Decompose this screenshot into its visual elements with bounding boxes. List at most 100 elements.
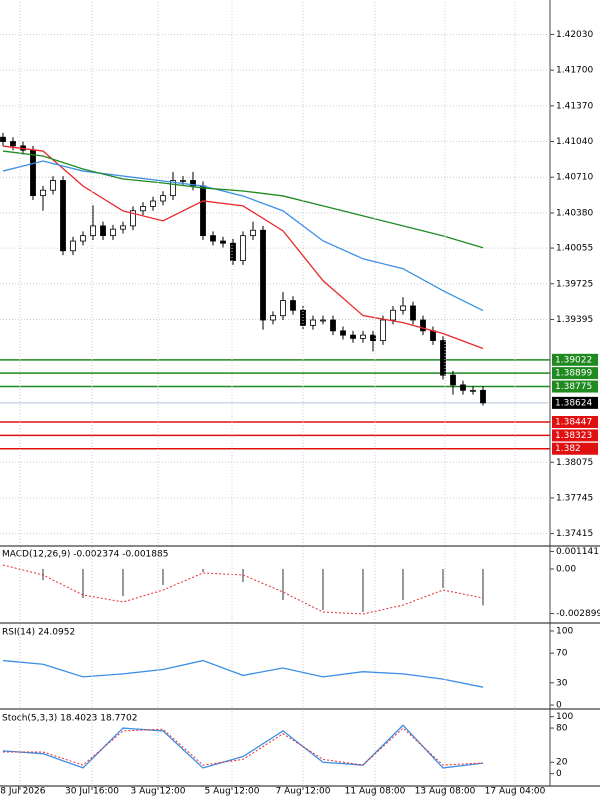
y-tick-label: 1.40710 bbox=[556, 173, 593, 183]
candle-body bbox=[360, 334, 366, 339]
level-label-box bbox=[552, 353, 598, 366]
macd-bar bbox=[282, 568, 284, 601]
indicator-title: MACD(12,26,9) -0.002374 -0.001885 bbox=[2, 550, 168, 560]
x-tick-label: 7 Aug 12:00 bbox=[276, 787, 331, 797]
y-tick-label: 0.00 bbox=[556, 564, 576, 574]
level-label-box bbox=[552, 416, 598, 429]
candle-body bbox=[180, 180, 186, 182]
y-tick-label: 1.37415 bbox=[556, 529, 593, 539]
candle-body bbox=[320, 319, 326, 322]
candle-body bbox=[330, 319, 336, 332]
candle-body bbox=[350, 334, 356, 339]
candle-body bbox=[240, 235, 246, 261]
candle-body bbox=[410, 305, 416, 321]
x-tick-label: 30 Jul 16:00 bbox=[65, 787, 119, 797]
y-tick-label: 1.38075 bbox=[556, 458, 593, 468]
y-tick-label: 1.41370 bbox=[556, 101, 593, 111]
y-tick-label: 1.37745 bbox=[556, 493, 593, 503]
candle-body bbox=[460, 384, 466, 391]
level-label-box bbox=[552, 442, 598, 455]
indicator-title: Stoch(5,3,3) 18.4023 18.7702 bbox=[2, 714, 137, 724]
candle-body bbox=[420, 319, 426, 332]
y-tick-label: 1.40055 bbox=[556, 244, 593, 254]
candle-body bbox=[290, 300, 296, 311]
candle-body bbox=[200, 185, 206, 237]
level-label: 1.38775 bbox=[555, 382, 592, 392]
candle-body bbox=[140, 206, 146, 212]
y-tick-label: -0.002899 bbox=[556, 609, 600, 619]
candle-body bbox=[60, 180, 66, 252]
candle-body bbox=[170, 180, 176, 197]
candle-body bbox=[480, 389, 486, 404]
indicator-title: RSI(14) 24.0952 bbox=[2, 628, 75, 638]
candle-body bbox=[130, 210, 136, 227]
candle-body bbox=[310, 319, 316, 326]
candle-body bbox=[370, 334, 376, 341]
macd-bar bbox=[482, 568, 484, 606]
y-tick-label: 1.41700 bbox=[556, 66, 593, 76]
y-tick-label: 1.39395 bbox=[556, 315, 593, 325]
candle-body bbox=[50, 180, 56, 191]
candle-body bbox=[110, 228, 116, 237]
macd-bar bbox=[202, 568, 204, 573]
candle-body bbox=[30, 149, 36, 197]
macd-bar bbox=[442, 568, 444, 589]
candle-body bbox=[190, 180, 196, 187]
candle-body bbox=[390, 309, 396, 321]
x-tick-label: 11 Aug 08:00 bbox=[345, 787, 406, 797]
macd-bar bbox=[122, 568, 124, 597]
level-label: 1.39022 bbox=[555, 355, 592, 365]
candle-body bbox=[280, 300, 286, 317]
candle-body bbox=[160, 195, 166, 202]
y-tick-label: 100 bbox=[556, 626, 573, 636]
level-label: 1.382 bbox=[555, 444, 581, 454]
candle-body bbox=[210, 235, 216, 242]
y-tick-label: 100 bbox=[556, 712, 573, 722]
candle-body bbox=[450, 374, 456, 386]
y-tick-label: 1.39725 bbox=[556, 279, 593, 289]
candle-body bbox=[430, 330, 436, 341]
y-tick-label: 0 bbox=[556, 769, 562, 779]
candle-body bbox=[120, 225, 126, 230]
level-label-box bbox=[552, 429, 598, 442]
x-tick-label: 13 Aug 08:00 bbox=[415, 787, 476, 797]
candle-body bbox=[340, 330, 346, 336]
y-tick-label: 0 bbox=[556, 701, 562, 711]
x-tick-label: 28 Jul 2026 bbox=[0, 787, 46, 797]
macd-bar bbox=[362, 568, 364, 613]
candle-body bbox=[440, 340, 446, 376]
indicator-line bbox=[2, 724, 484, 769]
level-label-box bbox=[552, 380, 598, 393]
indicator-line bbox=[2, 160, 484, 312]
candle-body bbox=[90, 225, 96, 237]
y-tick-label: 70 bbox=[556, 649, 568, 659]
candle-body bbox=[0, 136, 6, 142]
candle-body bbox=[400, 305, 406, 311]
macd-bar bbox=[162, 568, 164, 585]
y-tick-label: 20 bbox=[556, 758, 568, 768]
candle-body bbox=[40, 189, 46, 197]
indicator-line bbox=[2, 145, 484, 350]
x-tick-label: 17 Aug 04:00 bbox=[485, 787, 546, 797]
level-label: 1.38447 bbox=[555, 418, 592, 428]
candle-body bbox=[230, 242, 236, 261]
candle-body bbox=[150, 200, 156, 207]
y-tick-label: 1.41040 bbox=[556, 137, 593, 147]
candle-body bbox=[100, 225, 106, 237]
y-tick-label: 1.42030 bbox=[556, 30, 593, 40]
indicator-line bbox=[2, 564, 484, 615]
level-label: 1.38899 bbox=[555, 369, 592, 379]
current-price-box bbox=[552, 396, 598, 409]
candle-body bbox=[470, 389, 476, 392]
level-label-box bbox=[552, 367, 598, 380]
y-tick-label: 30 bbox=[556, 678, 568, 688]
candle-body bbox=[250, 229, 256, 237]
candle-body bbox=[220, 240, 226, 244]
candle-body bbox=[80, 235, 86, 242]
candle-body bbox=[380, 319, 386, 341]
candle-body bbox=[270, 315, 276, 321]
indicator-line bbox=[3, 727, 484, 766]
candle-body bbox=[10, 141, 16, 147]
